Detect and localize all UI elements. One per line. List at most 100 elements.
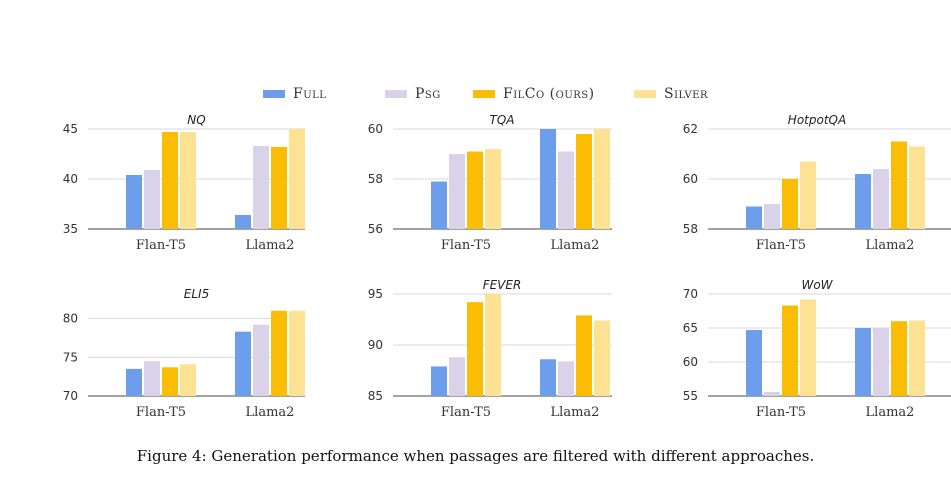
bar <box>126 368 142 396</box>
legend-label: Full <box>293 86 327 102</box>
panel-title: WoW <box>801 278 833 292</box>
panel-title: NQ <box>187 113 205 127</box>
bar <box>449 154 465 229</box>
panel-title: ELI5 <box>184 287 209 301</box>
figure-caption: Figure 4: Generation performance when pa… <box>136 447 815 465</box>
y-tick-label: 35 <box>63 222 78 236</box>
bar <box>431 181 447 229</box>
bar <box>873 169 889 229</box>
legend-swatch <box>634 90 656 98</box>
legend-swatch <box>385 90 407 98</box>
bar <box>746 206 762 229</box>
y-tick-label: 70 <box>683 287 698 301</box>
bar <box>485 149 501 229</box>
legend-item: Psg <box>385 84 441 104</box>
bar <box>289 310 305 396</box>
bar <box>271 310 287 396</box>
bar <box>746 330 762 396</box>
y-tick-label: 56 <box>368 222 383 236</box>
y-tick-label: 90 <box>368 338 383 352</box>
bar <box>289 129 305 229</box>
legend-item: Full <box>263 84 326 104</box>
bar <box>467 302 483 396</box>
x-category-label: Flan-T5 <box>136 238 186 253</box>
bar <box>144 170 160 229</box>
y-tick-label: 60 <box>683 355 698 369</box>
bar <box>891 321 907 396</box>
bar <box>431 366 447 396</box>
bar <box>558 361 574 396</box>
bar <box>180 364 196 396</box>
bar <box>540 129 556 229</box>
y-tick-label: 65 <box>683 321 698 335</box>
bar <box>909 146 925 229</box>
y-tick-label: 58 <box>368 172 383 186</box>
bar <box>782 305 798 396</box>
bar <box>235 331 251 396</box>
bar <box>800 161 816 229</box>
x-category-label: Flan-T5 <box>441 405 491 420</box>
bar <box>449 357 465 396</box>
bar <box>162 132 178 229</box>
bar <box>162 367 178 396</box>
bar <box>144 361 160 396</box>
bar <box>558 151 574 229</box>
bar <box>594 320 610 396</box>
x-category-label: Llama2 <box>246 405 295 420</box>
bar <box>576 134 592 229</box>
panel-title: FEVER <box>483 278 522 292</box>
bar <box>873 328 889 396</box>
x-category-label: Flan-T5 <box>756 405 806 420</box>
y-tick-label: 95 <box>368 287 383 301</box>
x-category-label: Llama2 <box>246 238 295 253</box>
y-tick-label: 85 <box>368 389 383 403</box>
bar <box>764 391 780 396</box>
y-tick-label: 80 <box>63 312 78 326</box>
panel-title: TQA <box>490 113 515 127</box>
legend-item: Silver <box>634 84 708 104</box>
legend-swatch <box>263 90 285 98</box>
y-tick-label: 70 <box>63 389 78 403</box>
legend-label: Silver <box>664 86 709 102</box>
bar <box>126 175 142 229</box>
legend-swatch <box>473 90 495 98</box>
bar <box>235 215 251 229</box>
bar <box>891 141 907 229</box>
x-category-label: Flan-T5 <box>441 238 491 253</box>
bar <box>180 132 196 229</box>
bar <box>800 299 816 396</box>
legend-item: FilCo (ours) <box>473 84 595 104</box>
bar <box>271 147 287 229</box>
x-category-label: Flan-T5 <box>136 405 186 420</box>
bar <box>253 146 269 229</box>
x-category-label: Llama2 <box>866 238 915 253</box>
bar <box>594 129 610 229</box>
panel-title: HotpotQA <box>788 113 846 127</box>
y-tick-label: 62 <box>683 122 698 136</box>
x-category-label: Llama2 <box>551 238 600 253</box>
y-tick-label: 40 <box>63 172 78 186</box>
charts-grid: 35 40 45 NQ Flan-T5 Llama2 56 58 60 TQA Flan-T5 Lla… <box>63 113 951 420</box>
y-tick-label: 75 <box>63 350 78 364</box>
bar <box>467 151 483 229</box>
x-category-label: Llama2 <box>866 405 915 420</box>
bar <box>909 320 925 396</box>
bar <box>485 294 501 396</box>
bar <box>253 324 269 396</box>
y-tick-label: 60 <box>683 172 698 186</box>
chart-legend: Full Psg FilCo (ours) Silver <box>0 84 951 104</box>
x-category-label: Llama2 <box>551 405 600 420</box>
legend-label: Psg <box>415 86 441 102</box>
y-tick-label: 60 <box>368 122 383 136</box>
x-category-label: Flan-T5 <box>756 238 806 253</box>
bar <box>540 359 556 396</box>
legend-label: FilCo (ours) <box>503 86 595 102</box>
bar <box>782 179 798 229</box>
y-tick-label: 58 <box>683 222 698 236</box>
bar <box>576 315 592 396</box>
y-tick-label: 55 <box>683 389 698 403</box>
bar <box>855 174 871 229</box>
bar <box>855 328 871 396</box>
y-tick-label: 45 <box>63 122 78 136</box>
bar <box>764 204 780 229</box>
